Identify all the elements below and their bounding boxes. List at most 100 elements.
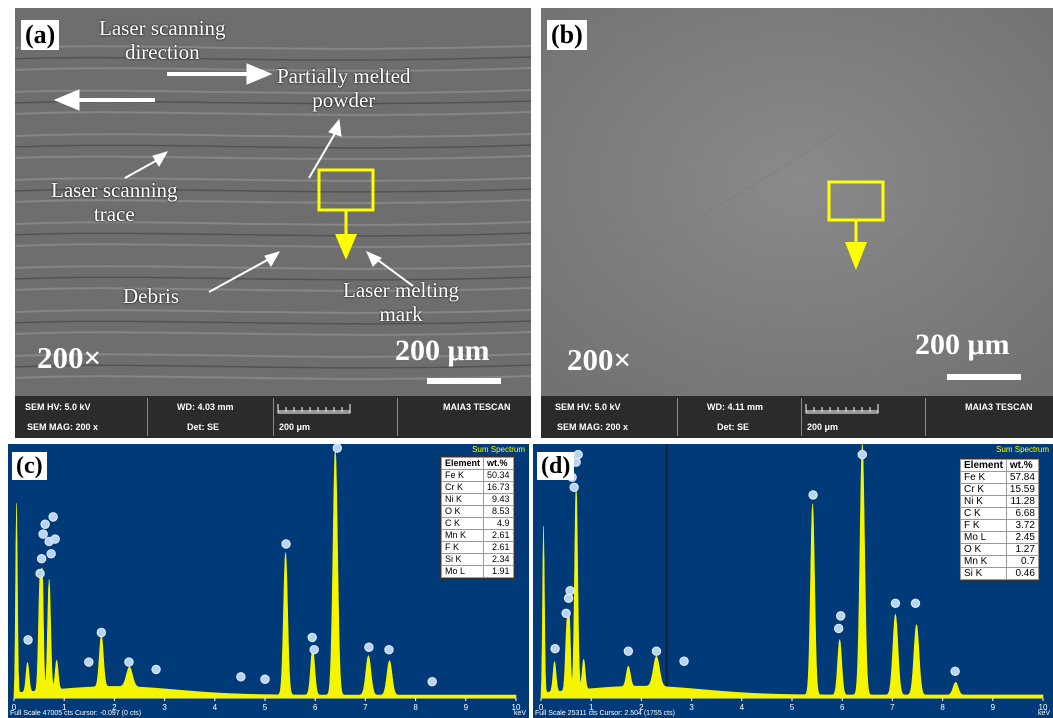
peak-marker [569,482,579,493]
sem-hv-b: SEM HV: 5.0 kV [555,402,621,412]
sem-image-panel-b: (b) 200× 200 μm SEM HV: 5.0 kV SEM MAG: … [541,8,1053,438]
peak-marker [890,598,901,608]
x-tick-label: 8 [413,703,418,712]
table-row: Ni K 11.28 [960,495,1039,508]
element-cell: Si K [960,567,1007,580]
x-tick-label: 10 [512,703,521,712]
x-tick-label: 7 [363,703,368,712]
peak-marker [364,642,374,652]
sem-image-panel-a: (a) Laser scanning direction Partially m… [15,8,531,438]
instrument-brand-b: MAIA3 TESCAN [965,402,1033,412]
x-tick-label: 4 [213,703,218,712]
ruler-icon-b [805,404,879,414]
spectrum-title-d: Sum Spectrum [996,445,1049,454]
axis-unit-d: keV [1037,710,1050,717]
magnification-label-a: 200× [37,340,102,375]
panel-label-a: (a) [21,20,60,50]
wd-b: WD: 4.11 mm [707,402,764,412]
x-tick-label: 0 [539,703,544,712]
wt-cell: 2.45 [1005,531,1039,544]
peak-marker [23,635,33,645]
peak-marker [910,598,921,608]
wt-cell: 2.61 [483,541,514,554]
axis-unit-c: keV [513,710,526,717]
x-tick-label: 1 [62,703,67,712]
table-header-wt: wt.% [483,457,514,470]
table-row: Si K 2.34 [440,553,514,566]
peak-marker [833,623,844,634]
eds-spectrum-panel-c: 0 1 2 3 4 5 6 7 8 9 10 Sum Spectrum (c) Element wt… [8,444,529,718]
element-cell: C K [960,507,1007,520]
wt-cell: 15.59 [1005,483,1039,496]
element-cell: Ni K [960,495,1007,508]
x-tick-label: 0 [12,703,17,712]
table-row: Fe K 50.34 [440,469,514,482]
table-row: Fe K 57.84 [960,471,1039,484]
wt-cell: 11.28 [1005,495,1039,508]
element-cell: Ni K [440,493,485,506]
peak-marker [563,593,574,603]
annotation-scan-direction: Laser scanning direction [99,16,226,64]
scale-bar-a [427,378,501,384]
peak-marker [679,656,689,666]
element-cell: Mo L [960,531,1007,544]
table-header-element: Element [960,459,1007,472]
wt-cell: 57.84 [1005,471,1039,484]
table-row: F K 3.72 [960,519,1039,532]
annotation-debris: Debris [123,284,179,308]
wt-cell: 0.46 [1005,567,1039,580]
sem-mag-a: SEM MAG: 200 x [27,422,99,432]
x-tick-label: 5 [263,703,268,712]
instrument-brand-a: MAIA3 TESCAN [443,402,511,412]
spectrum-footer-d: Full Scale 25311 cts Cursor: 2.504 (1755… [535,710,675,717]
table-row: Si K 0.46 [960,567,1039,580]
x-tick-label: 9 [991,703,996,712]
sem-micrograph-b [541,8,1053,396]
x-tick-label: 5 [790,703,795,712]
panel-label-d: (d) [537,452,575,480]
wt-cell: 2.61 [483,529,514,542]
magnification-label-b: 200× [567,342,632,377]
peak-marker [124,657,134,667]
panel-label-c: (c) [12,452,47,480]
x-tick-label: 2 [112,703,117,712]
table-row: O K 8.53 [440,505,514,518]
peak-marker [36,554,47,564]
peak-marker [281,539,291,549]
element-cell: O K [960,543,1007,556]
peak-marker [384,645,394,655]
spectrum-series [13,449,517,699]
peak-marker [808,490,818,500]
peak-marker [950,666,960,677]
peak-marker [651,646,662,656]
x-tick-label: 6 [840,703,845,712]
peak-marker [260,674,270,684]
peak-marker [573,449,583,460]
wt-cell: 3.72 [1005,519,1039,532]
x-tick-label: 9 [464,703,469,712]
table-row: F K 2.61 [440,541,514,554]
x-tick-label: 3 [689,703,694,712]
peak-marker [35,568,45,579]
table-row: C K 4.9 [440,517,514,530]
peak-marker [48,512,58,522]
element-cell: Fe K [960,471,1007,484]
peak-marker [96,627,107,638]
peak-marker [427,677,437,687]
eds-spectrum-plot-c: 0 1 2 3 4 5 6 7 8 9 10 [12,444,521,712]
peak-marker [236,672,246,682]
spectrum-footer-c: Full Scale 47005 cts Cursor: -0.097 (0 c… [10,710,142,717]
table-row: Cr K 16.73 [440,481,514,494]
wt-cell: 1.27 [1005,543,1039,556]
scale-bar-label-a: 200 μm [395,334,490,367]
wt-cell: 8.53 [483,505,514,518]
wt-cell: 0.7 [1005,555,1039,568]
fov-a: 200 μm [279,422,311,432]
element-cell: Si K [440,553,485,566]
scale-bar-b [947,374,1021,380]
x-tick-label: 2 [639,703,644,712]
ruler-icon-a [277,404,351,414]
wt-cell: 2.34 [483,553,514,566]
table-header-element: Element [440,457,485,470]
peak-marker [46,549,56,559]
